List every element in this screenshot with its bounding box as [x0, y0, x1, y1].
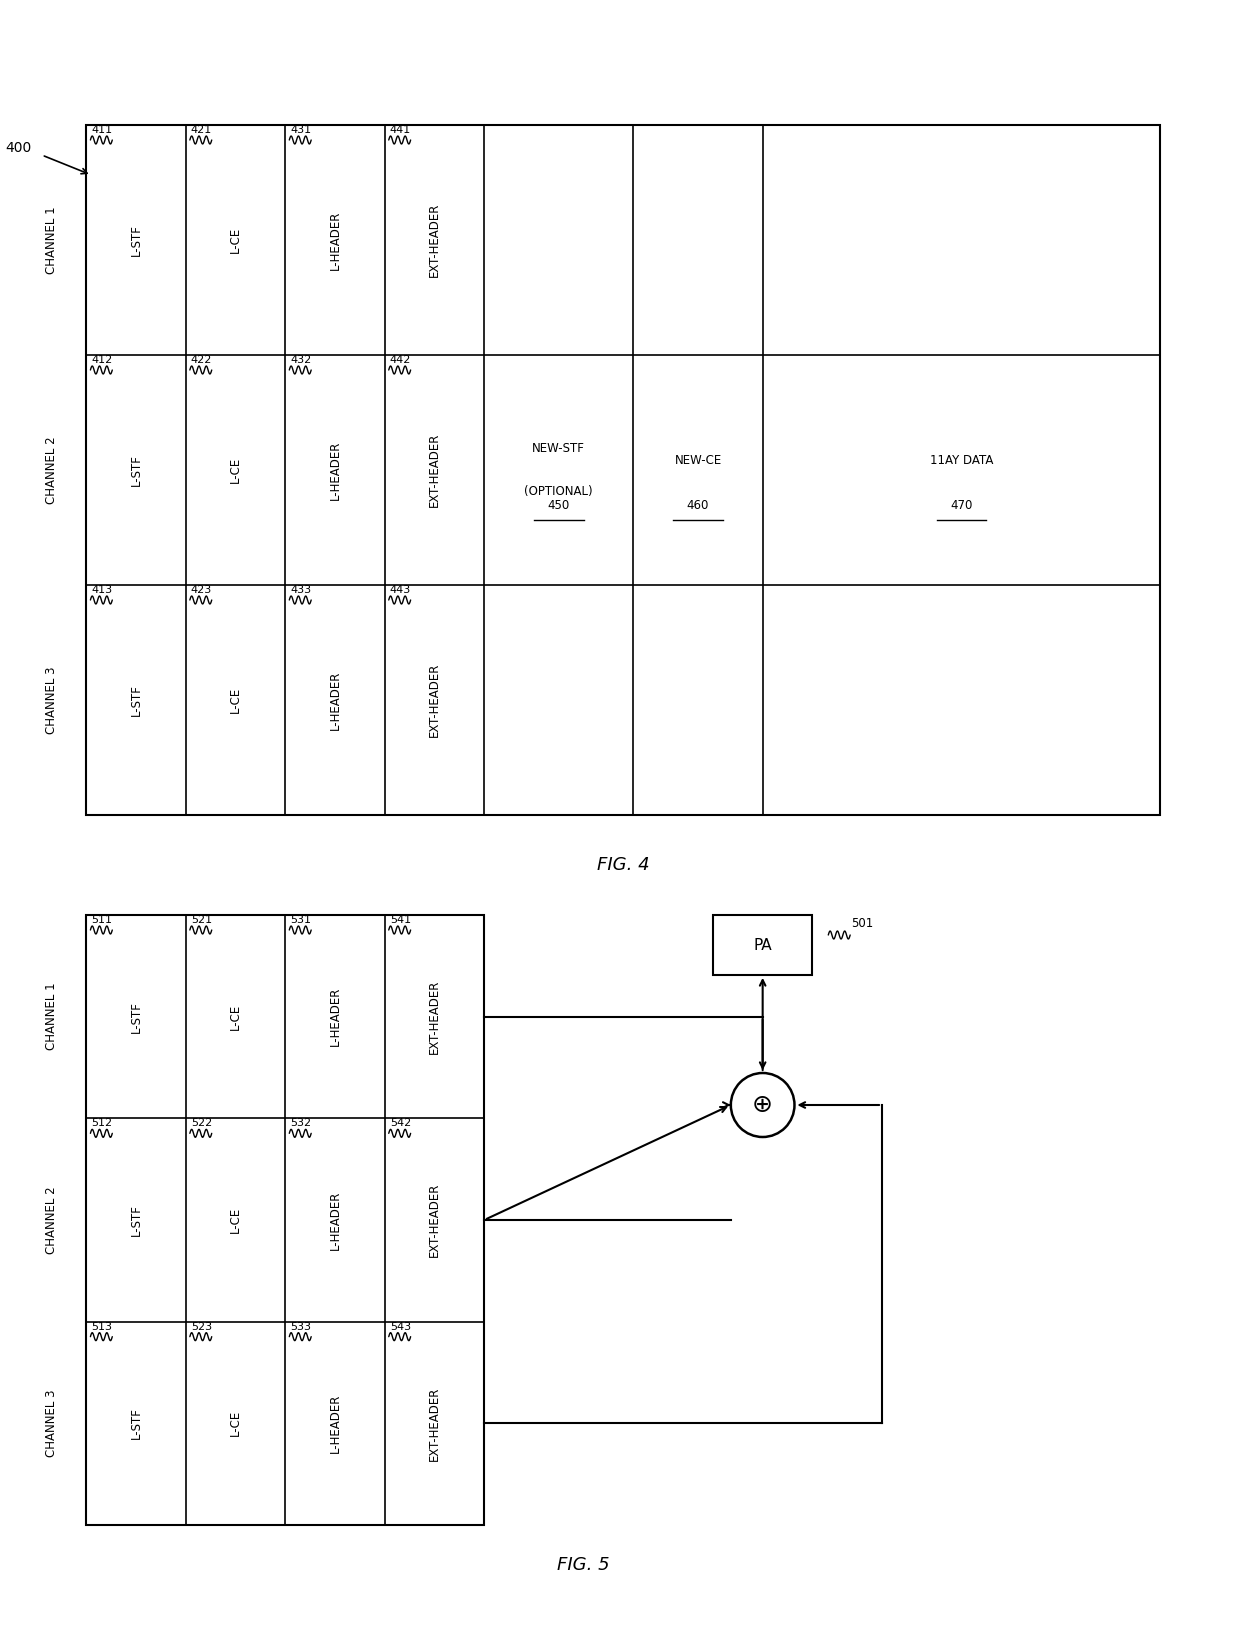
Text: 521: 521 [191, 915, 212, 924]
Text: FIG. 4: FIG. 4 [598, 855, 650, 873]
Text: L-HEADER: L-HEADER [329, 670, 341, 730]
Text: 543: 543 [389, 1321, 410, 1332]
Text: 432: 432 [290, 355, 311, 365]
Text: L-STF: L-STF [130, 684, 143, 716]
Text: 431: 431 [290, 125, 311, 135]
Text: FIG. 5: FIG. 5 [557, 1556, 610, 1574]
Text: EXT-HEADER: EXT-HEADER [428, 663, 441, 737]
Text: CHANNEL 2: CHANNEL 2 [45, 436, 58, 503]
Text: 412: 412 [92, 355, 113, 365]
Text: EXT-HEADER: EXT-HEADER [428, 979, 441, 1054]
Text: 541: 541 [389, 915, 410, 924]
Text: ⊕: ⊕ [753, 1092, 774, 1117]
Text: L-HEADER: L-HEADER [329, 211, 341, 270]
Text: 533: 533 [290, 1321, 311, 1332]
Text: EXT-HEADER: EXT-HEADER [428, 202, 441, 278]
Text: 511: 511 [92, 915, 113, 924]
Text: L-HEADER: L-HEADER [329, 441, 341, 500]
Text: 423: 423 [191, 586, 212, 595]
Text: 11AY DATA: 11AY DATA [930, 454, 993, 467]
Text: L-STF: L-STF [130, 224, 143, 257]
Text: (OPTIONAL): (OPTIONAL) [525, 485, 593, 498]
Text: L-CE: L-CE [229, 1003, 242, 1030]
Text: EXT-HEADER: EXT-HEADER [428, 1387, 441, 1461]
Text: L-HEADER: L-HEADER [329, 1191, 341, 1250]
Text: 441: 441 [389, 125, 410, 135]
Text: 542: 542 [389, 1119, 410, 1128]
Text: 501: 501 [851, 916, 873, 929]
Text: CHANNEL 2: CHANNEL 2 [45, 1186, 58, 1253]
Text: L-STF: L-STF [130, 1000, 143, 1033]
Text: 513: 513 [92, 1321, 113, 1332]
Text: L-HEADER: L-HEADER [329, 987, 341, 1046]
Text: L-STF: L-STF [130, 1204, 143, 1235]
Text: PA: PA [754, 938, 773, 952]
Text: 433: 433 [290, 586, 311, 595]
Text: 400: 400 [5, 141, 32, 155]
Text: CHANNEL 3: CHANNEL 3 [45, 666, 58, 734]
Text: NEW-STF: NEW-STF [532, 443, 585, 456]
Text: 522: 522 [191, 1119, 212, 1128]
Bar [713, 915, 812, 975]
Text: CHANNEL 3: CHANNEL 3 [45, 1390, 58, 1457]
Text: 413: 413 [92, 586, 113, 595]
Text: L-CE: L-CE [229, 1207, 242, 1234]
Text: CHANNEL 1: CHANNEL 1 [45, 982, 58, 1051]
Text: L-CE: L-CE [229, 457, 242, 484]
Text: 411: 411 [92, 125, 113, 135]
Bar [87, 125, 1161, 814]
Text: 443: 443 [389, 586, 410, 595]
Text: L-STF: L-STF [130, 454, 143, 485]
Bar [87, 915, 484, 1525]
Text: EXT-HEADER: EXT-HEADER [428, 1183, 441, 1257]
Text: L-HEADER: L-HEADER [329, 1393, 341, 1453]
Text: L-CE: L-CE [229, 1410, 242, 1436]
Text: 422: 422 [191, 355, 212, 365]
Text: 421: 421 [191, 125, 212, 135]
Text: 470: 470 [950, 498, 972, 512]
Text: EXT-HEADER: EXT-HEADER [428, 433, 441, 507]
Text: L-CE: L-CE [229, 688, 242, 714]
Text: 532: 532 [290, 1119, 311, 1128]
Text: L-STF: L-STF [130, 1408, 143, 1439]
Text: NEW-CE: NEW-CE [675, 454, 722, 467]
Text: 460: 460 [687, 498, 709, 512]
Text: L-CE: L-CE [229, 227, 242, 253]
Text: 450: 450 [548, 498, 570, 512]
Text: 523: 523 [191, 1321, 212, 1332]
Text: 531: 531 [290, 915, 311, 924]
Text: CHANNEL 1: CHANNEL 1 [45, 206, 58, 273]
Text: 442: 442 [389, 355, 412, 365]
Text: 512: 512 [92, 1119, 113, 1128]
